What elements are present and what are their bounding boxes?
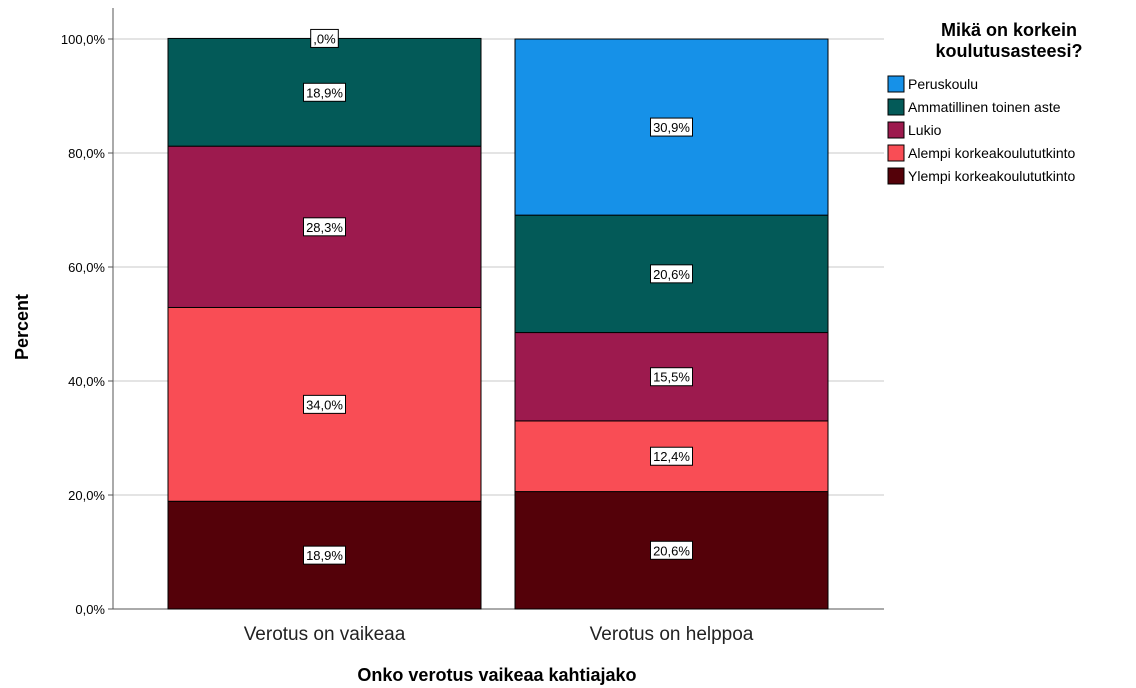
legend-swatch [887, 98, 905, 116]
legend-item: Ylempi korkeakoulututkinto [887, 167, 1076, 185]
legend-label: Alempi korkeakoulututkinto [908, 145, 1076, 161]
y-tick-label: 0,0% [75, 602, 105, 617]
legend-swatch [887, 144, 905, 162]
data-label-text: 30,9% [653, 120, 690, 135]
legend-title: Mikä on korkein [941, 20, 1077, 40]
data-label: 20,6% [650, 264, 693, 284]
data-label: 28,3% [303, 217, 346, 237]
data-label: 12,4% [650, 446, 693, 466]
data-label: ,0% [310, 28, 339, 48]
data-label-box [650, 117, 693, 137]
data-labels: 18,9% 34,0% 28,3% 18,9% ,0% 20,6% 12,4% 15,5% 20… [303, 28, 693, 565]
data-label: 20,6% [650, 540, 693, 560]
data-label: 18,9% [303, 82, 346, 102]
legend-item: Lukio [887, 121, 942, 139]
data-label-text: 20,6% [653, 543, 690, 558]
category-labels: Verotus on vaikeaa Verotus on helppoa [244, 624, 754, 645]
data-label-box [650, 367, 693, 387]
category-label: Verotus on vaikeaa [244, 624, 406, 645]
legend-label: Lukio [908, 122, 942, 138]
bars [167, 37, 829, 610]
category-label: Verotus on helppoa [590, 624, 754, 645]
data-label: 30,9% [650, 117, 693, 137]
data-label-box [303, 217, 346, 237]
data-label-text: 15,5% [653, 370, 690, 385]
x-axis-title: Onko verotus vaikeaa kahtiajako [357, 665, 636, 685]
data-label-box [650, 446, 693, 466]
data-label: 18,9% [303, 545, 346, 565]
legend-title: koulutusasteesi? [935, 41, 1082, 61]
legend-label: Ylempi korkeakoulututkinto [908, 168, 1076, 184]
legend-label: Ammatillinen toinen aste [908, 99, 1061, 115]
data-label: 34,0% [303, 394, 346, 414]
data-label-text: 28,3% [306, 220, 343, 235]
legend-swatch [887, 75, 905, 93]
data-label-box [650, 540, 693, 560]
data-label-text: 18,9% [306, 85, 343, 100]
y-tick-label: 20,0% [68, 488, 105, 503]
data-label-box [310, 28, 339, 48]
data-label-box [303, 545, 346, 565]
y-axis-title: Percent [12, 294, 32, 360]
legend-label: Peruskoulu [908, 76, 978, 92]
data-label-text: 18,9% [306, 548, 343, 563]
legend-item: Peruskoulu [887, 75, 978, 93]
data-label-text: 20,6% [653, 267, 690, 282]
y-tick-label: 80,0% [68, 146, 105, 161]
legend-swatch [887, 121, 905, 139]
data-label-text: 12,4% [653, 449, 690, 464]
legend-item: Ammatillinen toinen aste [887, 98, 1061, 116]
data-label-box [303, 394, 346, 414]
y-tick-label: 60,0% [68, 260, 105, 275]
data-label-text: 34,0% [306, 397, 343, 412]
legend-item: Alempi korkeakoulututkinto [887, 144, 1076, 162]
legend-swatch [887, 167, 905, 185]
y-tick-label: 100,0% [61, 32, 106, 47]
y-tick-label: 40,0% [68, 374, 105, 389]
data-label-text: ,0% [313, 31, 336, 46]
data-label-box [303, 82, 346, 102]
data-label: 15,5% [650, 367, 693, 387]
data-label-box [650, 264, 693, 284]
